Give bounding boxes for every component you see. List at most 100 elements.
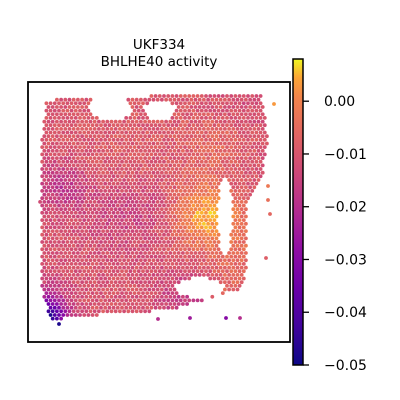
spot: [44, 262, 49, 266]
spot: [244, 185, 248, 190]
spot: [187, 298, 192, 303]
spot: [166, 218, 171, 223]
spot: [147, 119, 152, 124]
spot: [57, 167, 61, 171]
spot: [92, 119, 97, 124]
spot: [176, 302, 181, 306]
spot: [130, 280, 135, 285]
spot: [260, 134, 265, 139]
spot: [57, 145, 61, 150]
spot: [61, 174, 66, 179]
spot: [225, 94, 229, 98]
spot: [151, 229, 156, 234]
spot: [103, 298, 108, 303]
spot: [155, 148, 160, 153]
spot: [170, 130, 175, 135]
spot: [73, 152, 78, 157]
spot: [126, 302, 131, 306]
spot: [90, 232, 95, 237]
spot: [212, 225, 217, 230]
spot: [55, 258, 59, 263]
spot: [76, 170, 80, 175]
spot: [126, 273, 131, 277]
spot: [202, 214, 206, 219]
spot: [153, 262, 158, 266]
spot: [124, 196, 129, 201]
spot: [181, 97, 185, 102]
spot: [157, 218, 162, 223]
spot: [195, 101, 200, 106]
spot: [73, 116, 78, 120]
spot: [109, 192, 114, 197]
spot: [218, 112, 223, 117]
spot: [105, 236, 110, 241]
spot: [50, 170, 55, 175]
spot: [239, 148, 244, 153]
spot: [143, 170, 148, 175]
spot: [206, 178, 211, 182]
spot: [153, 181, 158, 186]
spot: [136, 232, 141, 237]
spot: [212, 101, 217, 106]
spot: [160, 243, 164, 248]
spot: [181, 112, 185, 117]
spot: [141, 247, 145, 252]
spot: [122, 141, 126, 146]
spot: [258, 174, 263, 179]
spot: [50, 141, 55, 146]
spot: [67, 112, 72, 117]
spot: [197, 265, 202, 270]
spot: [155, 280, 160, 285]
spot: [94, 218, 99, 223]
spot: [44, 159, 49, 164]
spot: [57, 108, 61, 113]
spot: [73, 203, 78, 208]
spot: [178, 210, 183, 215]
spot: [216, 276, 221, 281]
spot: [107, 276, 112, 281]
spot: [252, 163, 257, 168]
spot: [233, 269, 238, 274]
spot: [78, 240, 82, 244]
spot: [71, 236, 76, 241]
spot: [78, 247, 82, 252]
spot: [80, 309, 84, 314]
spot: [170, 137, 175, 142]
spot: [220, 116, 225, 120]
spot: [99, 152, 103, 157]
spot: [181, 185, 185, 190]
spot: [145, 196, 150, 201]
spot: [44, 240, 49, 244]
spot: [237, 225, 242, 230]
spot: [153, 291, 158, 295]
spot: [181, 178, 185, 182]
spot: [55, 192, 59, 197]
spot: [157, 298, 162, 303]
spot: [139, 309, 143, 314]
spot: [107, 247, 112, 252]
spot: [147, 97, 152, 102]
spot: [97, 243, 101, 248]
spot: [52, 218, 57, 223]
spot: [212, 262, 217, 266]
spot: [46, 287, 51, 292]
spot: [50, 221, 55, 226]
spot: [134, 258, 139, 263]
spot: [208, 137, 213, 142]
spot: [63, 309, 68, 314]
spot: [78, 225, 82, 230]
spot: [157, 137, 162, 142]
spot: [231, 273, 236, 277]
spot: [55, 185, 59, 190]
spot: [235, 105, 240, 109]
spot: [187, 269, 192, 274]
spot: [134, 170, 139, 175]
spot: [168, 178, 173, 182]
spot: [250, 167, 255, 171]
spot: [206, 200, 211, 204]
spot: [130, 192, 135, 197]
spot: [218, 178, 223, 182]
spot: [103, 159, 108, 164]
spot: [250, 116, 255, 120]
spot: [97, 200, 101, 204]
